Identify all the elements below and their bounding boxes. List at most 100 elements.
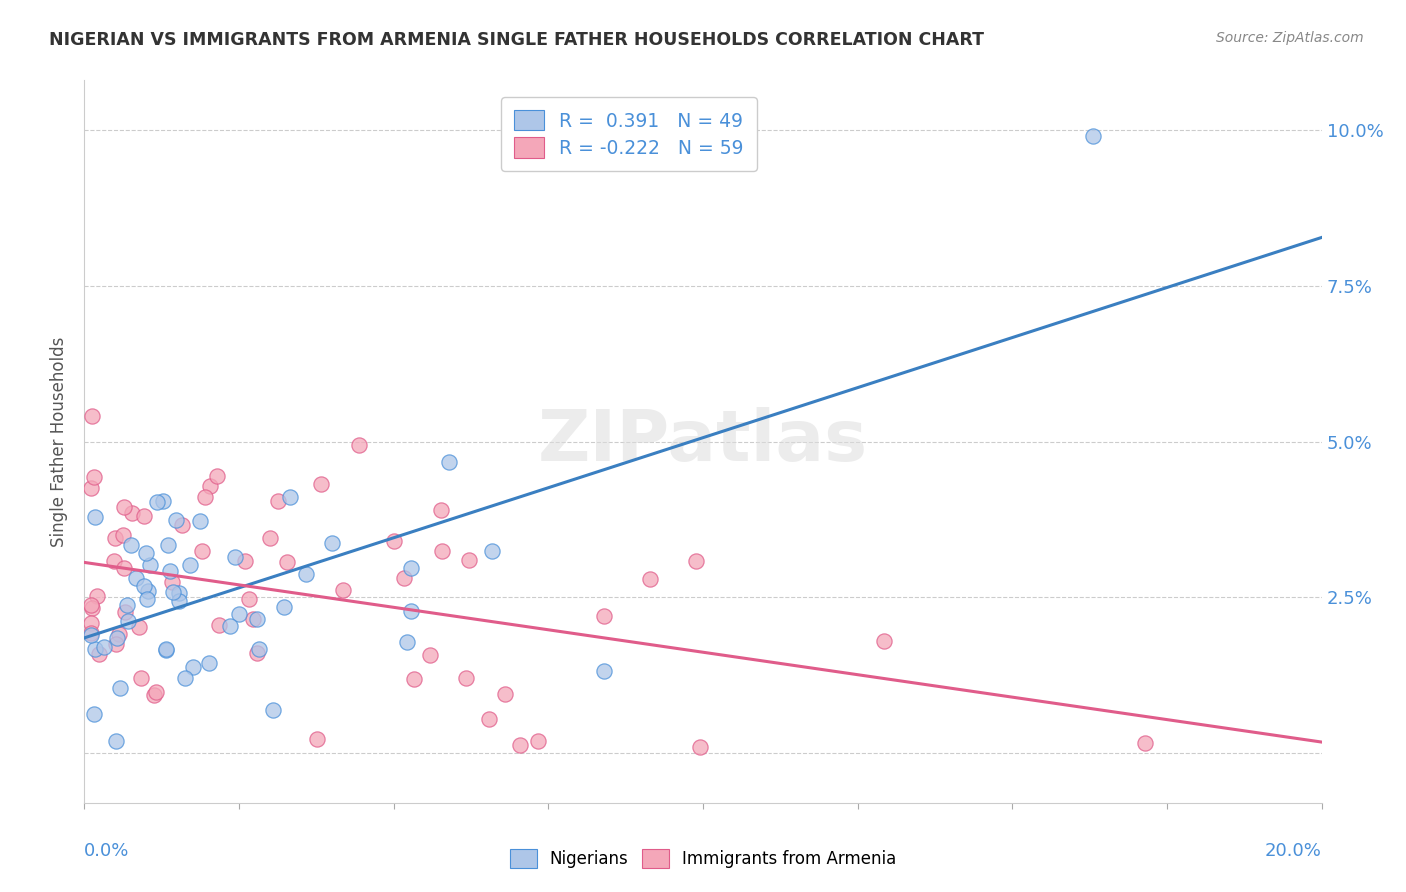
Point <box>134 509 156 524</box>
Point <box>307 732 329 747</box>
Point <box>395 634 418 648</box>
Point <box>382 533 405 548</box>
Point <box>191 544 214 558</box>
Point <box>437 455 460 469</box>
Point <box>1081 129 1104 144</box>
Point <box>238 592 260 607</box>
Point <box>112 528 135 542</box>
Point <box>155 643 177 657</box>
Point <box>188 514 211 528</box>
Point <box>156 538 179 552</box>
Legend: Nigerians, Immigrants from Armenia: Nigerians, Immigrants from Armenia <box>503 843 903 875</box>
Point <box>280 490 302 504</box>
Point <box>454 672 477 686</box>
Point <box>93 640 115 655</box>
Point <box>399 604 422 618</box>
Point <box>128 620 150 634</box>
Point <box>349 438 371 452</box>
Point <box>481 543 503 558</box>
Point <box>132 579 155 593</box>
Point <box>167 586 190 600</box>
Point <box>592 608 614 623</box>
Point <box>103 554 125 568</box>
Point <box>181 660 204 674</box>
Point <box>392 571 415 585</box>
Text: NIGERIAN VS IMMIGRANTS FROM ARMENIA SINGLE FATHER HOUSEHOLDS CORRELATION CHART: NIGERIAN VS IMMIGRANTS FROM ARMENIA SING… <box>49 31 984 49</box>
Point <box>162 585 184 599</box>
Point <box>170 518 193 533</box>
Point <box>79 625 101 640</box>
Point <box>430 544 453 558</box>
Point <box>124 570 146 584</box>
Point <box>160 575 183 590</box>
Text: ZIPatlas: ZIPatlas <box>538 407 868 476</box>
Point <box>152 494 174 508</box>
Point <box>105 632 128 646</box>
Point <box>165 513 187 527</box>
Point <box>121 506 143 520</box>
Legend: R =  0.391   N = 49, R = -0.222   N = 59: R = 0.391 N = 49, R = -0.222 N = 59 <box>501 97 756 170</box>
Point <box>114 605 136 619</box>
Point <box>80 601 103 615</box>
Point <box>83 509 105 524</box>
Point <box>276 555 298 569</box>
Point <box>246 612 269 626</box>
Point <box>194 490 217 504</box>
Point <box>242 612 264 626</box>
Point <box>136 592 159 607</box>
Point <box>146 494 169 508</box>
Point <box>262 702 284 716</box>
Point <box>509 738 531 752</box>
Point <box>477 712 499 726</box>
Point <box>205 469 228 483</box>
Point <box>689 739 711 754</box>
Point <box>167 594 190 608</box>
Point <box>235 554 257 568</box>
Point <box>79 628 101 642</box>
Point <box>457 553 479 567</box>
Point <box>685 554 707 568</box>
Point <box>526 734 548 748</box>
Point <box>592 664 614 678</box>
Point <box>120 538 142 552</box>
Point <box>873 634 896 648</box>
Point <box>295 567 318 582</box>
Point <box>83 706 105 721</box>
Point <box>87 647 110 661</box>
Point <box>638 572 661 586</box>
Point <box>86 589 108 603</box>
Text: 0.0%: 0.0% <box>84 842 129 860</box>
Point <box>84 641 107 656</box>
Point <box>219 619 242 633</box>
Point <box>419 648 441 663</box>
Point <box>129 671 152 685</box>
Text: 20.0%: 20.0% <box>1265 842 1322 860</box>
Point <box>79 482 101 496</box>
Point <box>224 549 246 564</box>
Point <box>174 671 197 685</box>
Point <box>259 531 281 545</box>
Y-axis label: Single Father Households: Single Father Households <box>51 336 69 547</box>
Point <box>82 409 104 423</box>
Point <box>117 614 139 628</box>
Point <box>273 600 295 615</box>
Point <box>114 560 136 574</box>
Point <box>179 558 201 572</box>
Point <box>228 607 250 621</box>
Point <box>1135 736 1157 750</box>
Point <box>104 637 127 651</box>
Point <box>79 599 101 613</box>
Point <box>198 656 221 670</box>
Point <box>115 598 138 612</box>
Point <box>136 583 159 598</box>
Point <box>79 615 101 630</box>
Point <box>159 565 181 579</box>
Point <box>266 494 288 508</box>
Point <box>200 479 222 493</box>
Point <box>108 627 131 641</box>
Point <box>247 642 270 657</box>
Point <box>430 503 453 517</box>
Point <box>104 733 127 747</box>
Point <box>246 646 269 660</box>
Point <box>145 685 167 699</box>
